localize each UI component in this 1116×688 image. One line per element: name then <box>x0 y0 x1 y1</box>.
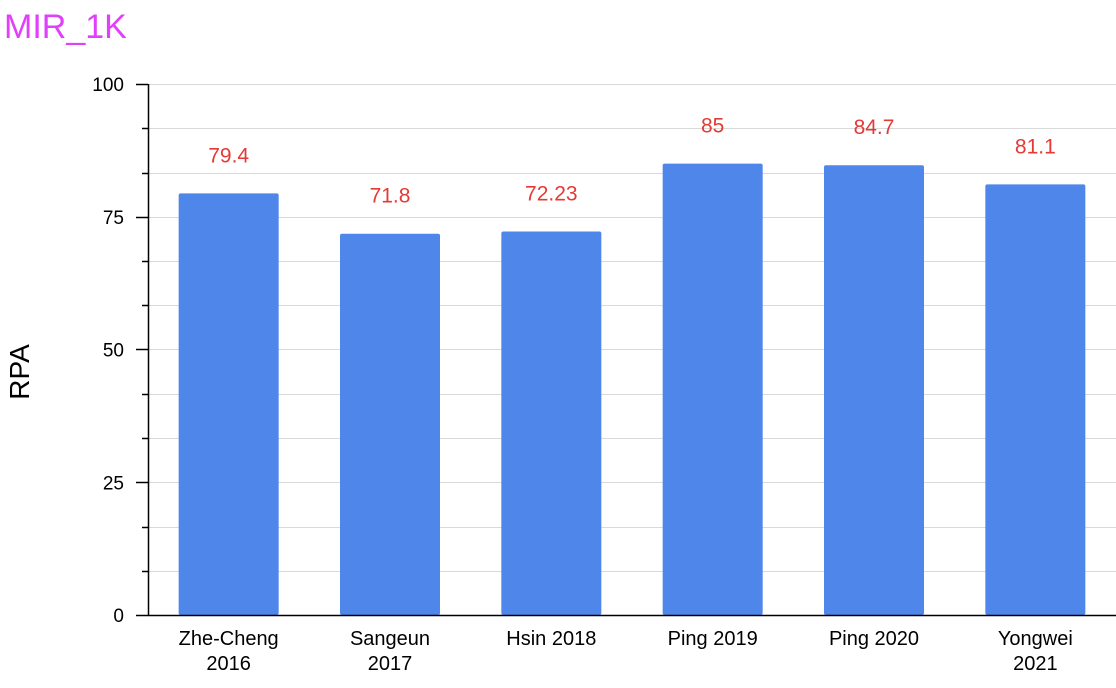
data-label: 71.8 <box>370 185 411 208</box>
bars <box>178 163 1086 616</box>
y-tick-label: 0 <box>113 606 124 627</box>
chart-title: MIR_1K <box>4 8 127 46</box>
gridlines <box>148 84 1116 572</box>
x-tick-label: Zhe-Cheng 2016 <box>179 628 279 675</box>
labels: 0 25 50 75 100 79.4 Zhe-Cheng 2016 71.8 Sangeun 20… <box>92 75 1072 675</box>
y-tick-label: 50 <box>103 341 124 362</box>
data-label: 79.4 <box>208 144 249 167</box>
x-tick-label: Sangeun 2017 <box>350 628 430 675</box>
y-tick-label: 75 <box>103 208 124 229</box>
x-tick-label: Ping 2020 <box>829 628 919 650</box>
x-tick-label: Ping 2019 <box>668 628 758 650</box>
axes <box>136 83 1116 617</box>
y-axis-title: RPA <box>4 344 35 400</box>
x-tick-label: Yongwei 2021 <box>998 628 1073 675</box>
bar <box>662 163 763 615</box>
x-tick-label: Hsin 2018 <box>506 628 596 650</box>
bar <box>501 231 602 616</box>
data-label: 72.23 <box>525 182 578 205</box>
bar <box>340 233 440 615</box>
bar <box>824 165 924 616</box>
y-tick-label: 100 <box>92 75 124 96</box>
data-label: 85 <box>701 115 724 138</box>
data-label: 81.1 <box>1015 135 1056 158</box>
data-label: 84.7 <box>854 116 895 139</box>
bar <box>178 193 279 616</box>
y-tick-label: 25 <box>103 473 124 494</box>
bar <box>985 184 1086 615</box>
